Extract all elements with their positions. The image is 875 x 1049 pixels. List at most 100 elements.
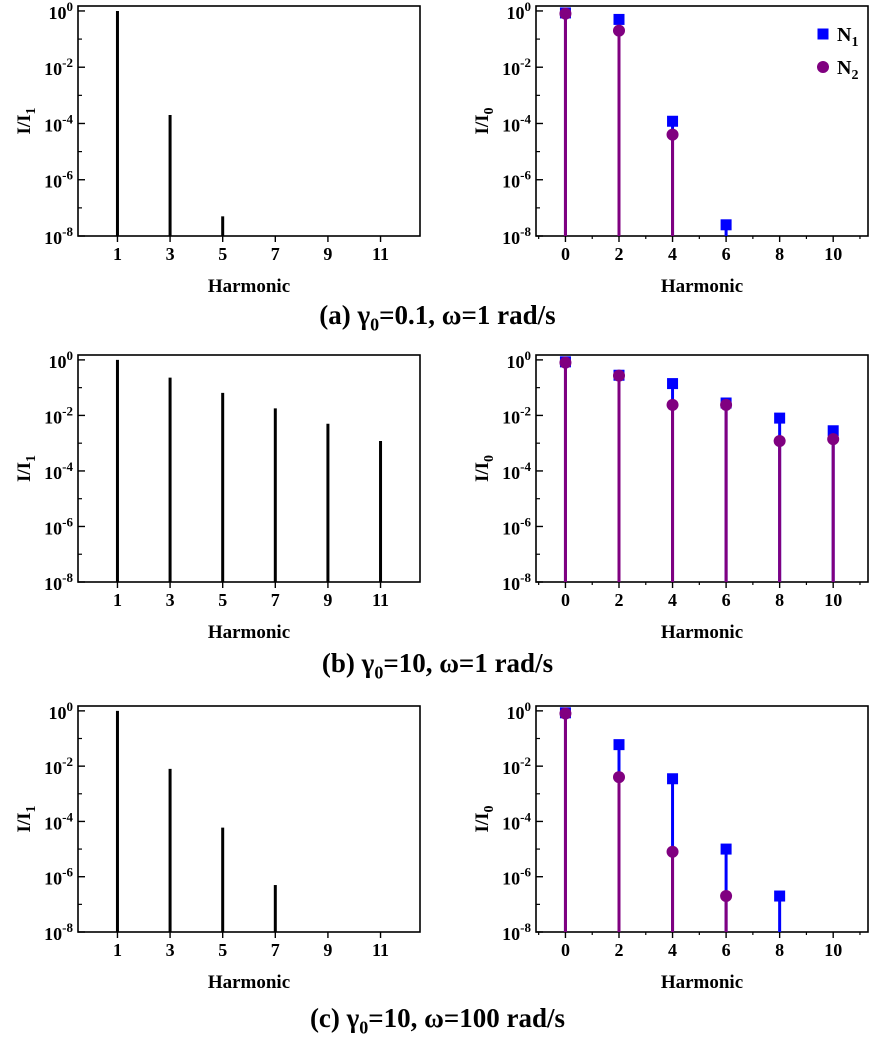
n1-point — [667, 773, 679, 785]
x-axis-label: Harmonic — [661, 276, 743, 297]
x-tick-label: 7 — [271, 590, 280, 610]
y-tick-label: 10-2 — [44, 55, 73, 79]
x-tick-label: 10 — [824, 590, 842, 610]
y-tick-label: 10-8 — [44, 570, 73, 594]
y-axis-label: I/I0 — [472, 107, 497, 134]
plot-frame — [77, 705, 421, 933]
x-axis-label: Harmonic — [208, 276, 290, 297]
y-tick-label: 100 — [49, 348, 74, 372]
y-axis-label: I/I1 — [14, 107, 39, 134]
n1-point — [774, 412, 786, 424]
legend-marker-n2 — [817, 61, 829, 73]
x-tick-label: 1 — [113, 590, 122, 610]
plot-frame — [77, 5, 421, 237]
n2-point — [613, 24, 625, 37]
n1-point — [667, 115, 679, 127]
y-tick-label: 10-2 — [502, 754, 531, 778]
x-tick-label: 5 — [218, 244, 227, 264]
plot-frame — [77, 354, 421, 583]
x-axis-label: Harmonic — [661, 972, 743, 993]
y-tick-label: 10-8 — [502, 224, 531, 248]
y-axis-label: I/I1 — [14, 455, 39, 482]
plot-frame — [535, 354, 869, 583]
y-tick-label: 10-6 — [502, 514, 531, 538]
n1-point — [827, 425, 839, 437]
y-tick-label: 100 — [507, 0, 532, 23]
x-axis-label: Harmonic — [661, 622, 743, 643]
x-tick-label: 2 — [615, 244, 624, 264]
y-tick-label: 10-6 — [502, 865, 531, 889]
x-tick-label: 9 — [323, 590, 332, 610]
caption-c: (c) γ0=10, ω=100 rad/s — [309, 1003, 566, 1038]
y-tick-label: 100 — [507, 699, 532, 723]
x-tick-label: 5 — [218, 940, 227, 960]
x-tick-label: 2 — [615, 940, 624, 960]
x-tick-label: 11 — [372, 940, 389, 960]
y-tick-label: 10-8 — [502, 570, 531, 594]
y-axis-label: I/I0 — [472, 805, 497, 832]
x-tick-label: 8 — [775, 244, 784, 264]
n2-point — [773, 434, 786, 447]
y-tick-label: 10-2 — [502, 55, 531, 79]
x-tick-label: 8 — [775, 590, 784, 610]
n1-point — [613, 13, 625, 25]
x-tick-label: 9 — [323, 244, 332, 264]
x-tick-label: 10 — [824, 940, 842, 960]
x-tick-label: 0 — [561, 244, 570, 264]
n1-point — [667, 378, 679, 390]
y-tick-label: 10-4 — [44, 809, 73, 833]
legend-label: N1 — [837, 24, 858, 50]
y-tick-label: 10-8 — [44, 920, 73, 944]
x-tick-label: 10 — [824, 244, 842, 264]
y-axis-label: I/I1 — [14, 805, 39, 832]
x-axis-label: Harmonic — [208, 622, 290, 643]
x-axis-label: Harmonic — [208, 972, 290, 993]
x-tick-label: 11 — [372, 244, 389, 264]
n2-point — [827, 433, 840, 446]
y-axis-label: I/I0 — [472, 455, 497, 482]
y-tick-label: 10-4 — [502, 809, 531, 833]
y-tick-label: 100 — [49, 0, 74, 23]
caption-a: (a) γ0=0.1, ω=1 rad/s — [319, 300, 556, 335]
x-tick-label: 0 — [561, 940, 570, 960]
y-tick-label: 10-2 — [44, 754, 73, 778]
n2-point — [720, 398, 733, 411]
x-tick-label: 9 — [323, 940, 332, 960]
n2-point — [559, 356, 572, 369]
y-tick-label: 10-4 — [502, 459, 531, 483]
caption-b: (b) γ0=10, ω=1 rad/s — [321, 648, 554, 683]
x-tick-label: 3 — [166, 940, 175, 960]
x-tick-label: 4 — [668, 590, 677, 610]
legend-label: N2 — [837, 57, 858, 83]
panel-b-left: 100 10-2 10-4 10-6 10-8 1 3 5 7 9 11 Harmonic I/I1 — [14, 348, 421, 643]
plot-frame — [535, 5, 869, 237]
x-tick-label: 6 — [722, 244, 731, 264]
n2-point — [666, 398, 679, 411]
y-tick-label: 10-8 — [502, 920, 531, 944]
x-tick-label: 6 — [722, 590, 731, 610]
y-tick-label: 10-6 — [502, 168, 531, 192]
y-tick-label: 10-2 — [44, 403, 73, 427]
panel-a-left: 100 10-2 10-4 10-6 10-8 1 3 5 7 9 11 Harmonic I/I1 — [14, 0, 421, 297]
x-tick-label: 2 — [615, 590, 624, 610]
panel-a-right: 100 10-2 10-4 10-6 10-8 0 2 4 6 8 10 Harmonic I/I0 N1… — [472, 0, 869, 297]
x-tick-label: 5 — [218, 590, 227, 610]
x-tick-label: 0 — [561, 590, 570, 610]
x-tick-label: 7 — [271, 940, 280, 960]
y-tick-label: 10-4 — [44, 459, 73, 483]
n2-point — [666, 845, 679, 858]
x-tick-label: 11 — [372, 590, 389, 610]
x-tick-label: 7 — [271, 244, 280, 264]
y-tick-label: 100 — [507, 348, 532, 372]
n2-point — [559, 707, 572, 720]
plot-frame — [535, 705, 869, 933]
x-tick-label: 4 — [668, 940, 677, 960]
x-tick-label: 8 — [775, 940, 784, 960]
x-tick-label: 6 — [722, 940, 731, 960]
n2-point — [613, 369, 625, 382]
y-tick-label: 100 — [49, 699, 74, 723]
x-tick-label: 3 — [166, 244, 175, 264]
y-tick-label: 10-2 — [502, 403, 531, 427]
